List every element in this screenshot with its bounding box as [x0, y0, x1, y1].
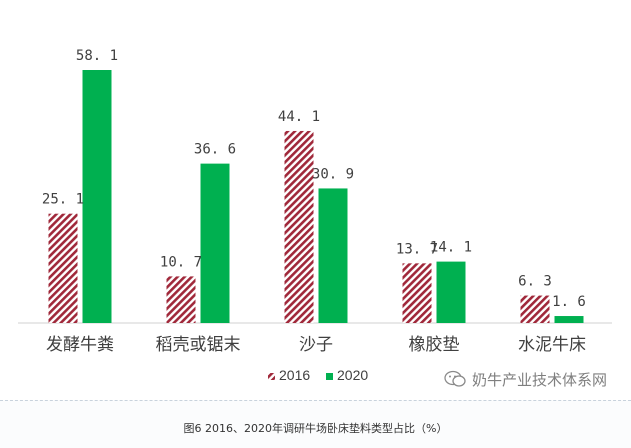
legend-swatch-2016 — [268, 373, 275, 380]
value-label-2016-5: 6. 3 — [518, 274, 552, 290]
watermark: 奶牛产业技术体系网 — [444, 367, 607, 391]
category-label-1: 发酵牛粪 — [46, 335, 114, 355]
bar-2020-2 — [200, 163, 230, 323]
value-label-2020-3: 30. 9 — [312, 166, 354, 182]
value-label-2020-5: 1. 6 — [552, 294, 586, 310]
bar-2016-5 — [520, 295, 550, 323]
bar-2020-3 — [318, 188, 348, 323]
footer-bar — [0, 400, 631, 448]
bar-2016-3 — [284, 130, 314, 323]
category-label-5: 水泥牛床 — [518, 335, 586, 355]
value-label-2016-1: 25. 1 — [42, 192, 84, 208]
bar-chart: 25. 1 58. 1 发酵牛粪 10. 7 36. 6 稻壳或锯末 44. 1 30. 9 沙… — [18, 48, 612, 383]
wechat-icon — [444, 370, 466, 387]
bar-2016-4 — [402, 263, 432, 323]
legend: 2016 2020 — [268, 367, 368, 383]
bar-2020-4 — [436, 261, 466, 323]
legend-label-2020: 2020 — [337, 367, 368, 383]
bar-2020-5 — [554, 316, 584, 323]
figure-caption: 图6 2016、2020年调研牛场卧床垫料类型占比（%） — [183, 422, 448, 435]
value-label-2020-4: 14. 1 — [430, 240, 472, 256]
category-label-3: 沙子 — [299, 335, 333, 355]
value-label-2016-4: 13. 7 — [396, 241, 438, 257]
watermark-text: 奶牛产业技术体系网 — [472, 370, 608, 389]
bar-2016-2 — [166, 276, 196, 323]
legend-swatch-2020 — [326, 373, 333, 380]
bar-2016-1 — [48, 213, 78, 323]
bar-2020-1 — [82, 70, 112, 323]
legend-label-2016: 2016 — [279, 367, 310, 383]
value-label-2016-3: 44. 1 — [278, 109, 320, 125]
value-label-2020-1: 58. 1 — [76, 48, 118, 64]
value-label-2020-2: 36. 6 — [194, 142, 236, 158]
category-label-2: 稻壳或锯末 — [156, 335, 241, 355]
category-label-4: 橡胶垫 — [409, 335, 460, 355]
value-label-2016-2: 10. 7 — [160, 254, 202, 270]
